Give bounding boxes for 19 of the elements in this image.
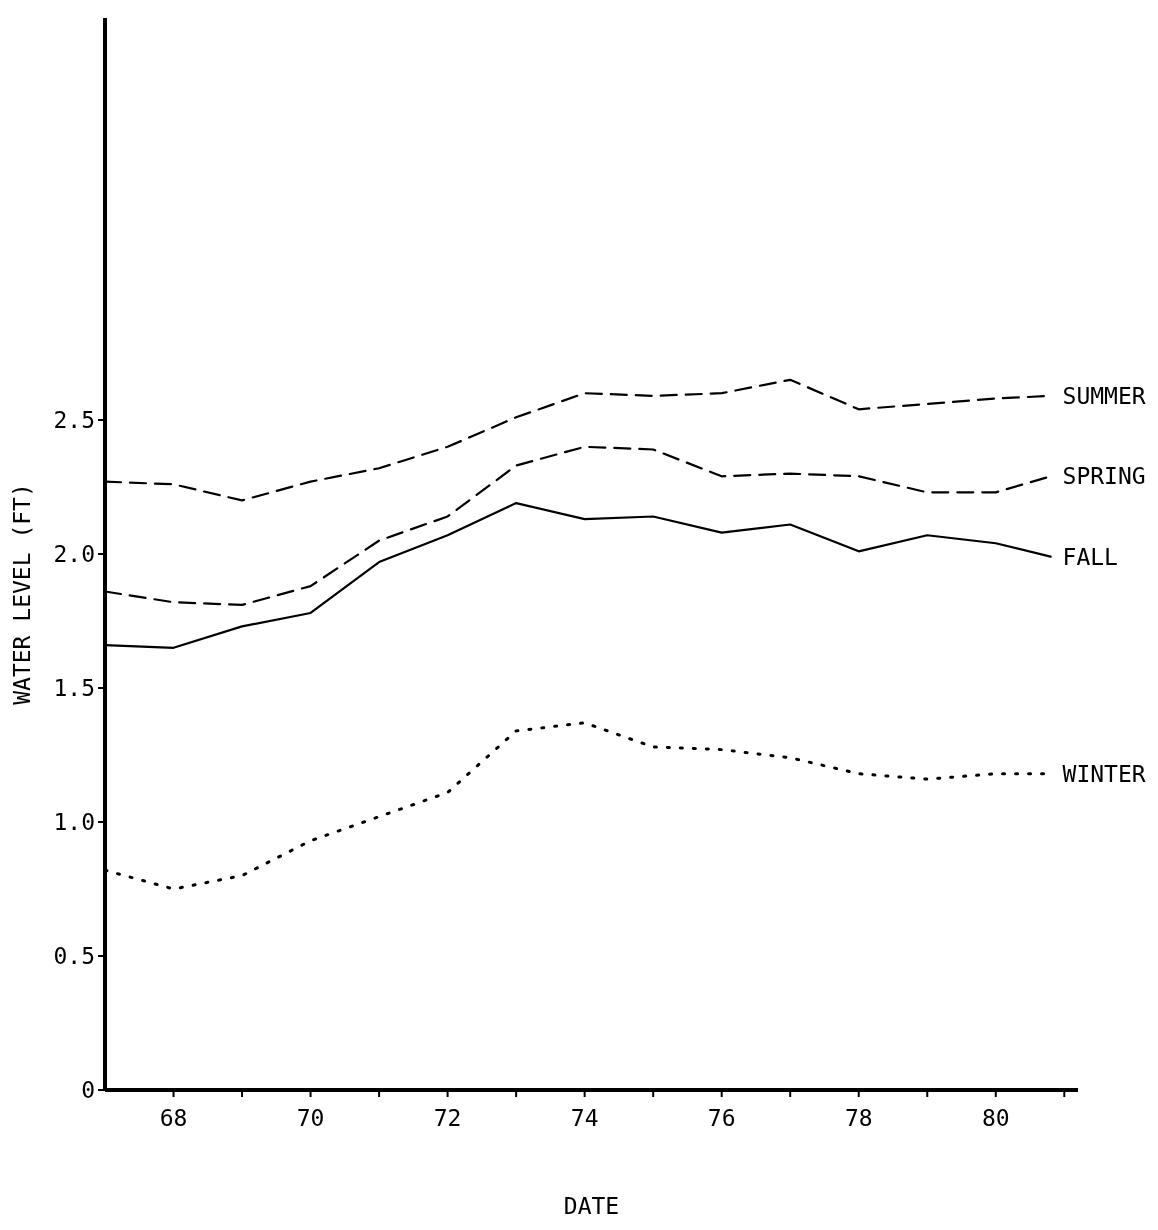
x-tick-label: 70 xyxy=(296,1105,325,1131)
x-tick-label: 80 xyxy=(981,1105,1010,1131)
y-tick-label: 1.5 xyxy=(53,675,95,701)
series-label: FALL xyxy=(1062,543,1118,570)
x-tick-label: 76 xyxy=(707,1105,736,1131)
y-tick-label: 1.0 xyxy=(53,809,95,835)
x-tick-label: 74 xyxy=(570,1105,599,1131)
y-tick-label: 0.5 xyxy=(53,943,95,969)
x-tick-label: 78 xyxy=(844,1105,873,1131)
series-label: WINTER xyxy=(1062,760,1146,787)
series-label: SUMMER xyxy=(1062,382,1146,409)
series-label: SPRING xyxy=(1062,463,1146,490)
x-axis-title: DATE xyxy=(563,1193,620,1219)
x-tick-label: 72 xyxy=(433,1105,462,1131)
y-tick-label: 0 xyxy=(81,1077,95,1103)
x-tick-label: 68 xyxy=(159,1105,188,1131)
y-axis-title: WATER LEVEL (FT) xyxy=(9,483,35,705)
y-tick-label: 2.0 xyxy=(53,541,95,567)
y-tick-label: 2.5 xyxy=(53,407,95,433)
